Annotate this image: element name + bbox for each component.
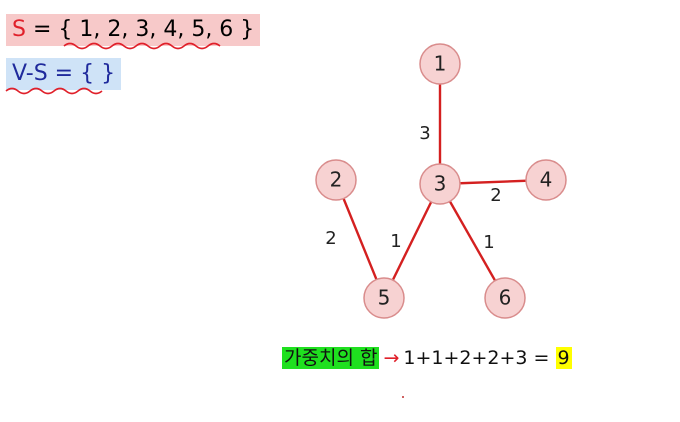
edge-weight-1-3: 3 [419, 123, 430, 144]
edge-2-5 [334, 179, 386, 299]
right-arrow-icon: → [383, 347, 400, 369]
node-3: 3 [419, 163, 461, 205]
node-4: 4 [525, 159, 567, 201]
node-label-4: 4 [540, 168, 553, 192]
set-vs-box: V-S = { } [6, 58, 122, 90]
node-circle-3 [419, 163, 461, 205]
set-s-elements: 1, 2, 3, 4, 5, 6 [79, 17, 234, 42]
weight-sum-row: 가중치의 합 → 1+1+2+2+3 = 9 [282, 344, 572, 372]
weight-sum-result: 9 [555, 347, 572, 369]
edge-weight-3-6: 1 [483, 232, 494, 253]
set-s-equals: = { [25, 17, 80, 42]
weight-sum-label: 가중치의 합 [282, 347, 380, 369]
node-label-1: 1 [434, 52, 447, 76]
node-6: 6 [484, 277, 526, 319]
weight-sum-expression: 1+1+2+2+3 = [403, 347, 556, 369]
node-circle-5 [363, 277, 405, 319]
node-label-2: 2 [330, 168, 343, 192]
set-vs-label: V-S [12, 61, 48, 86]
node-2: 2 [315, 159, 357, 201]
edge-weight-3-5: 1 [390, 231, 401, 252]
node-label-3: 3 [434, 172, 447, 196]
node-circle-2 [315, 159, 357, 201]
edge-3-6 [438, 183, 507, 299]
node-label-6: 6 [499, 286, 512, 310]
set-s-label: S [12, 17, 26, 42]
node-circle-4 [525, 159, 567, 201]
set-s-underline-squiggle [63, 42, 221, 50]
edge-3-5 [382, 183, 442, 299]
set-vs-underline-squiggle [5, 87, 103, 95]
set-vs-rest: = { } [47, 61, 116, 86]
node-5: 5 [363, 277, 405, 319]
set-s-box: S = { 1, 2, 3, 4, 5, 6 } [6, 14, 261, 46]
node-circle-6 [484, 277, 526, 319]
node-label-5: 5 [378, 286, 391, 310]
set-s-close: } [233, 17, 255, 42]
edge-weight-3-4: 2 [490, 185, 501, 206]
node-circle-1 [419, 43, 461, 85]
node-1: 1 [419, 43, 461, 85]
edge-weight-2-5: 2 [325, 228, 336, 249]
stray-dot [402, 396, 404, 398]
